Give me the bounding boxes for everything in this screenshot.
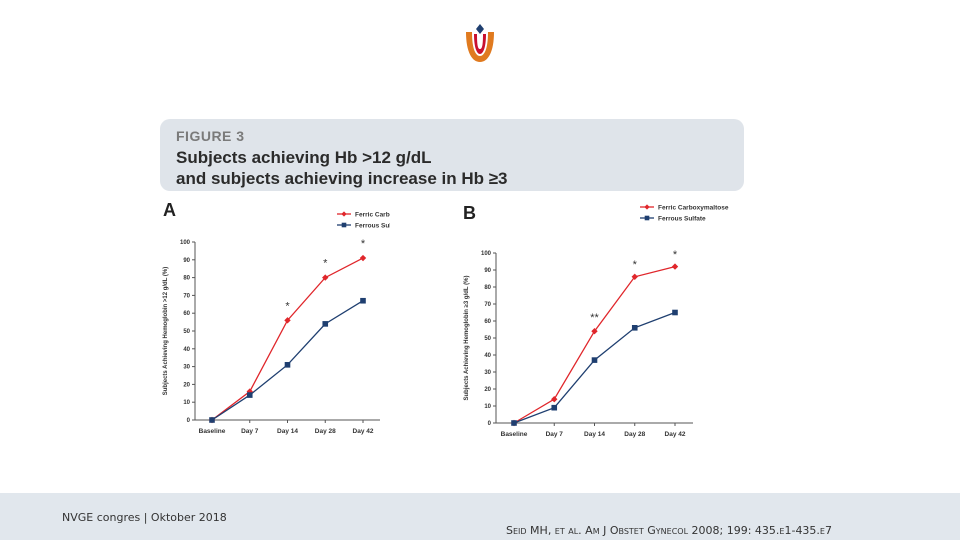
x-tick-label: Day 14 bbox=[584, 431, 605, 438]
data-point-ferric-carboxymaltose bbox=[591, 328, 598, 335]
data-point-ferrous-sulfate bbox=[551, 404, 558, 411]
significance-marker: * bbox=[285, 300, 290, 312]
x-tick-label: Day 7 bbox=[546, 431, 564, 438]
series-line-ferric-carboxymaltose bbox=[211, 257, 364, 421]
panel-letter-b: B bbox=[463, 203, 476, 223]
y-tick-label: 10 bbox=[484, 404, 491, 410]
significance-marker: * bbox=[361, 238, 366, 250]
tulip-logo-icon bbox=[466, 24, 494, 62]
x-tick-label: Baseline bbox=[199, 428, 226, 435]
legend-label: Ferric Carboxymaltose bbox=[658, 205, 729, 212]
y-tick-label: 0 bbox=[187, 418, 191, 424]
y-tick-label: 70 bbox=[183, 293, 190, 299]
legend-marker bbox=[644, 204, 650, 210]
y-tick-label: 40 bbox=[183, 347, 190, 353]
significance-marker: * bbox=[633, 259, 638, 271]
y-tick-label: 50 bbox=[484, 336, 491, 342]
y-tick-label: 50 bbox=[183, 329, 190, 335]
y-tick-label: 10 bbox=[183, 400, 190, 406]
x-tick-label: Day 42 bbox=[665, 431, 686, 438]
data-point-ferric-carboxymaltose bbox=[284, 317, 291, 324]
y-tick-label: 0 bbox=[488, 421, 492, 427]
data-point-ferrous-sulfate bbox=[591, 357, 598, 363]
data-point-ferric-carboxymaltose bbox=[631, 273, 638, 280]
y-axis-label: Subjects Achieving Hemoglobin ≥3 g/dL (%… bbox=[464, 276, 470, 401]
data-point-ferrous-sulfate bbox=[322, 321, 329, 327]
series-line-ferric-carboxymaltose bbox=[513, 265, 676, 424]
x-tick-label: Day 28 bbox=[315, 428, 336, 435]
data-point-ferric-carboxymaltose bbox=[671, 263, 679, 270]
x-tick-label: Day 42 bbox=[353, 428, 374, 435]
legend-label: Ferrous Sulfate bbox=[355, 223, 390, 230]
y-tick-label: 90 bbox=[183, 258, 190, 264]
data-point-ferrous-sulfate bbox=[209, 417, 215, 423]
y-tick-label: 20 bbox=[183, 382, 190, 388]
data-point-ferrous-sulfate bbox=[631, 325, 638, 331]
legend-marker bbox=[644, 215, 650, 221]
figure-header: FIGURE 3 Subjects achieving Hb >12 g/dL … bbox=[160, 119, 744, 191]
panel-letter-a: A bbox=[163, 200, 176, 220]
significance-marker: * bbox=[673, 249, 678, 261]
data-point-ferric-carboxymaltose bbox=[322, 274, 329, 281]
legend-label: Ferrous Sulfate bbox=[658, 216, 706, 223]
y-tick-label: 30 bbox=[183, 365, 190, 371]
chart-b: 0 10 20 30 40 50 60 70 80 90 100 Baseline Day 7 Day 1… bbox=[464, 204, 729, 438]
chart-a: 0 10 20 30 40 50 60 70 80 90 100 Baseline Day 7 Day 1… bbox=[163, 211, 390, 435]
y-tick-label: 80 bbox=[484, 285, 491, 291]
x-tick-label: Baseline bbox=[501, 431, 528, 438]
data-point-ferrous-sulfate bbox=[284, 362, 291, 368]
y-tick-label: 90 bbox=[484, 268, 491, 274]
legend-marker bbox=[341, 222, 347, 228]
data-point-ferric-carboxymaltose bbox=[551, 396, 558, 403]
data-point-ferrous-sulfate bbox=[246, 392, 253, 398]
significance-marker: * bbox=[323, 258, 328, 270]
y-tick-label: 40 bbox=[484, 353, 491, 359]
figure-title-line-1: Subjects achieving Hb >12 g/dL bbox=[176, 148, 432, 167]
significance-marker: ** bbox=[590, 312, 599, 324]
figure-title: Subjects achieving Hb >12 g/dL and subje… bbox=[176, 147, 508, 189]
footer-event: NVGE congres | Oktober 2018 bbox=[62, 511, 227, 524]
x-tick-label: Day 14 bbox=[277, 428, 298, 435]
footer-citation: Seid MH, et al. Am J Obstet Gynecol 2008… bbox=[506, 524, 832, 537]
y-axis-label: Subjects Achieving Hemoglobin >12 g/dL (… bbox=[163, 267, 169, 396]
y-tick-label: 70 bbox=[484, 302, 491, 308]
figure-title-line-2: and subjects achieving increase in Hb ≥3 bbox=[176, 169, 508, 188]
y-tick-label: 100 bbox=[481, 251, 492, 257]
data-point-ferrous-sulfate bbox=[672, 309, 678, 316]
figure-label: FIGURE 3 bbox=[176, 128, 245, 144]
y-tick-label: 100 bbox=[180, 240, 191, 246]
legend-marker bbox=[341, 211, 347, 217]
data-point-ferrous-sulfate bbox=[511, 420, 517, 426]
legend-label: Ferric Carboxymaltose bbox=[355, 212, 390, 219]
data-point-ferrous-sulfate bbox=[360, 297, 366, 304]
y-tick-label: 60 bbox=[484, 319, 491, 325]
y-tick-label: 80 bbox=[183, 276, 190, 282]
y-tick-label: 20 bbox=[484, 387, 491, 393]
data-point-ferric-carboxymaltose bbox=[359, 254, 367, 262]
y-tick-label: 60 bbox=[183, 311, 190, 317]
x-tick-label: Day 7 bbox=[241, 428, 259, 435]
y-tick-label: 30 bbox=[484, 370, 491, 376]
footer-bar: NVGE congres | Oktober 2018 Seid MH, et … bbox=[0, 493, 960, 540]
x-tick-label: Day 28 bbox=[624, 431, 645, 438]
